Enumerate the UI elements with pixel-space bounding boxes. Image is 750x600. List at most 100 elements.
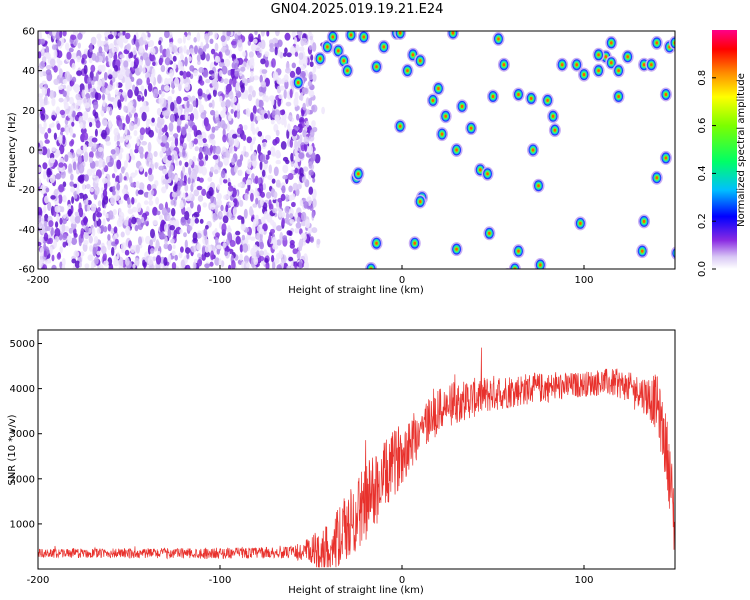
heatmap-speckle (55, 106, 61, 115)
heatmap-speckle (63, 97, 68, 106)
heatmap-speckle (205, 89, 210, 95)
y-tick-label: 2000 (10, 474, 35, 485)
heatmap-speckle (77, 175, 84, 183)
heatmap-speckle (184, 210, 190, 221)
heatmap-speckle (215, 55, 221, 63)
y-tick-label: 5000 (10, 339, 35, 350)
heatmap-speckle (254, 175, 259, 185)
heatmap-speckle (96, 227, 102, 234)
heatmap-speckle (70, 80, 75, 86)
heatmap-speckle (192, 155, 197, 163)
spectral-peak (570, 57, 583, 72)
heatmap-speckle (256, 115, 261, 122)
heatmap-speckle (274, 46, 278, 56)
heatmap-speckle (137, 189, 144, 195)
heatmap-speckle (43, 99, 48, 106)
y-tick-label: 3000 (10, 429, 35, 440)
heatmap-speckle (43, 121, 47, 130)
heatmap-speckle (321, 106, 325, 115)
heatmap-speckle (130, 182, 136, 188)
heatmap-speckle (255, 98, 260, 107)
x-tick-label: -200 (27, 275, 50, 286)
spectral-peak (670, 246, 675, 260)
heatmap-speckle (62, 90, 67, 97)
heatmap-speckle (184, 82, 191, 92)
heatmap-speckle (56, 213, 60, 222)
heatmap-speckle (171, 262, 177, 269)
heatmap-speckle (41, 86, 48, 96)
heatmap-speckle (214, 125, 219, 131)
heatmap-speckle (267, 150, 272, 156)
heatmap-speckle (186, 34, 191, 41)
heatmap-speckle (58, 162, 64, 168)
heatmap-speckle (89, 151, 94, 159)
y-tick-label: -40 (19, 225, 35, 236)
peak-core (617, 94, 620, 99)
heatmap-speckle (74, 215, 81, 224)
spectral-peak (650, 170, 663, 185)
heatmap-speckle (136, 202, 142, 213)
heatmap-speckle (296, 250, 301, 260)
heatmap-speckle (170, 238, 175, 244)
heatmap-speckle (62, 217, 67, 225)
heatmap-speckle (157, 250, 161, 256)
heatmap-speckle (158, 203, 164, 211)
heatmap-speckle (163, 85, 170, 92)
heatmap-speckle (125, 225, 131, 236)
heatmap-speckle (186, 100, 190, 109)
chart-title: GN04.2025.019.19.21.E24 (271, 2, 444, 17)
heatmap-speckle (226, 122, 230, 132)
spectral-peak (370, 59, 383, 74)
heatmap-speckle (71, 196, 75, 204)
heatmap-speckle (227, 69, 232, 76)
heatmap-speckle (224, 58, 231, 68)
colorbar-tick-label: 0.8 (697, 70, 708, 86)
heatmap-speckle (164, 77, 169, 86)
heatmap-speckle (294, 167, 299, 174)
heatmap-speckle (213, 213, 219, 221)
heatmap-speckle (86, 168, 93, 177)
heatmap-speckle (70, 186, 76, 193)
peak-core (582, 73, 586, 77)
heatmap-speckle (285, 212, 290, 220)
heatmap-speckle (88, 227, 92, 235)
heatmap-speckle (272, 244, 279, 250)
heatmap-speckle (260, 81, 267, 88)
heatmap-speckle (62, 214, 67, 219)
heatmap-speckle (196, 185, 203, 191)
heatmap-speckle (197, 204, 201, 214)
heatmap-speckle (148, 173, 154, 182)
peak-core (642, 219, 646, 223)
heatmap-speckle (219, 70, 223, 77)
heatmap-speckle (66, 51, 72, 60)
heatmap-speckle (219, 212, 223, 217)
heatmap-speckle (175, 266, 180, 269)
heatmap-speckle (39, 61, 45, 69)
heatmap-speckle (302, 87, 306, 95)
spectral-peak (450, 143, 463, 157)
peak-core (346, 69, 349, 73)
heatmap-speckle (62, 79, 68, 85)
spectral-peak (578, 67, 590, 82)
spectral-peak (426, 93, 439, 108)
bottom-y-axis-label: SNR (10 * v/v) (7, 414, 18, 485)
heatmap-speckle (263, 159, 269, 165)
spectral-peak (650, 35, 663, 50)
heatmap-speckle (179, 114, 184, 121)
heatmap-speckle (289, 70, 296, 78)
heatmap-speckle (152, 219, 158, 226)
heatmap-speckle (295, 222, 302, 229)
heatmap-speckle (123, 160, 128, 169)
heatmap-speckle (81, 57, 85, 64)
heatmap-speckle (197, 60, 201, 66)
heatmap-speckle (303, 201, 309, 209)
spectral-peak (592, 63, 605, 78)
heatmap-speckle (229, 239, 236, 247)
heatmap-speckle (268, 234, 272, 244)
heatmap-speckle (234, 70, 240, 77)
heatmap-speckle (243, 145, 247, 153)
heatmap-speckle (231, 259, 236, 269)
heatmap-speckle (189, 48, 195, 54)
heatmap-speckle (190, 200, 194, 209)
peak-core (664, 92, 668, 97)
